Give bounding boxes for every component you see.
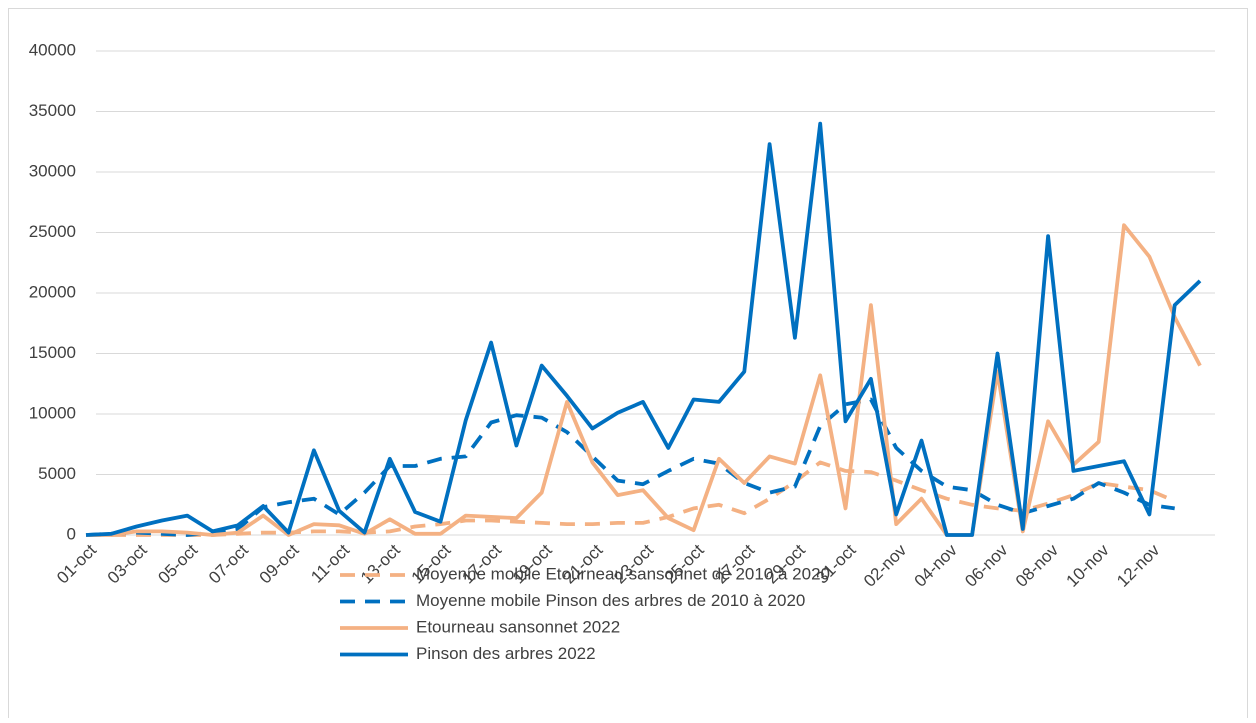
x-tick-label: 04-nov	[911, 540, 962, 591]
legend-label: Moyenne mobile Pinson des arbres de 2010…	[416, 591, 805, 610]
y-tick-label: 35000	[29, 101, 76, 120]
series-line	[85, 121, 1202, 537]
x-tick-label: 09-oct	[256, 540, 303, 587]
x-tick-label: 11-oct	[307, 540, 353, 586]
x-tick-label: 02-nov	[860, 540, 911, 591]
legend-label: Pinson des arbres 2022	[416, 644, 596, 663]
legend-label: Moyenne mobile Etourneau sansonnet de 20…	[416, 564, 830, 583]
x-tick-label: 10-nov	[1063, 540, 1114, 591]
series-line	[86, 460, 1176, 537]
x-tick-label: 06-nov	[961, 540, 1012, 591]
x-tick-label: 05-oct	[154, 540, 201, 587]
y-tick-label: 10000	[29, 403, 76, 422]
chart-border	[8, 8, 1248, 723]
y-tick-label: 15000	[29, 343, 76, 362]
series-line	[86, 223, 1202, 537]
y-tick-label: 5000	[38, 464, 76, 483]
legend-label: Etourneau sansonnet 2022	[416, 617, 620, 636]
x-tick-label: 01-oct	[53, 540, 100, 587]
y-tick-label: 30000	[29, 161, 76, 180]
y-tick-label: 0	[67, 524, 76, 543]
y-tick-label: 20000	[29, 282, 76, 301]
x-tick-label: 07-oct	[205, 540, 252, 587]
x-tick-label: 08-nov	[1012, 540, 1063, 591]
y-tick-label: 40000	[29, 40, 76, 59]
x-tick-label: 13-oct	[357, 540, 404, 587]
x-tick-label: 12-nov	[1113, 540, 1164, 591]
y-tick-label: 25000	[29, 222, 76, 241]
x-tick-label: 03-oct	[104, 540, 151, 587]
